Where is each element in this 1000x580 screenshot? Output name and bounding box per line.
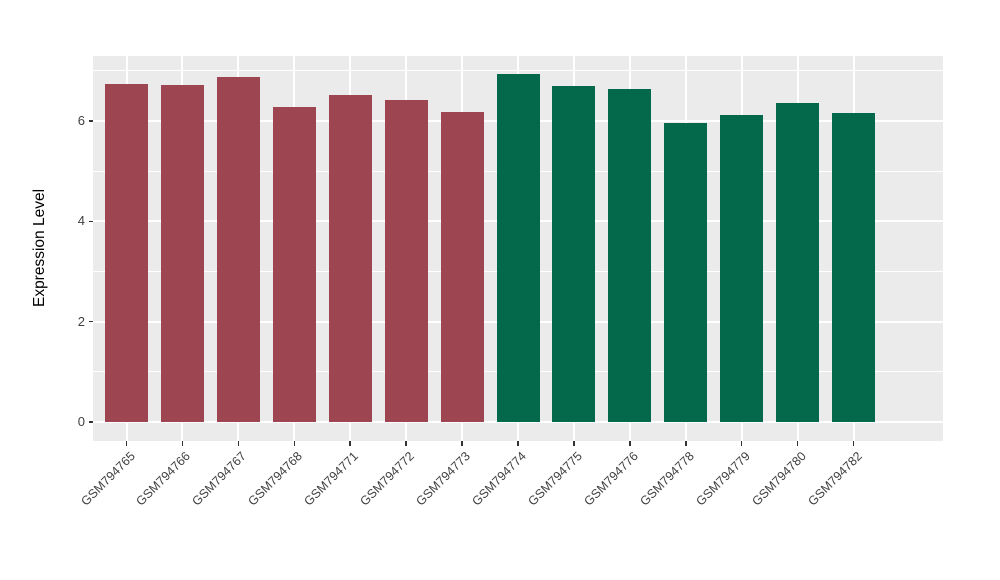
- y-tick-mark: [89, 320, 93, 323]
- x-tick-mark: [740, 441, 743, 446]
- x-tick-mark: [629, 441, 631, 446]
- bar-GSM794779: [720, 114, 764, 422]
- x-tick-label: GSM794774: [469, 449, 529, 509]
- y-tick-label: 4: [77, 213, 85, 229]
- x-tick-mark: [181, 441, 184, 446]
- x-tick-label: GSM794782: [804, 449, 865, 509]
- x-tick-label: GSM794776: [581, 449, 641, 509]
- x-tick-label: GSM794766: [133, 449, 194, 509]
- x-tick-label: GSM794767: [189, 449, 250, 509]
- bar-GSM794773: [440, 111, 484, 422]
- x-tick-mark: [237, 441, 240, 446]
- y-tick-label: 6: [77, 112, 85, 128]
- bar-GSM794768: [272, 106, 316, 422]
- x-tick-label: GSM794771: [301, 449, 362, 509]
- x-tick-mark: [517, 441, 519, 446]
- x-tick-mark: [573, 441, 575, 446]
- bar-GSM794765: [105, 83, 149, 422]
- x-tick-mark: [125, 441, 128, 446]
- x-tick-label: GSM794779: [693, 449, 753, 509]
- x-tick-label: GSM794768: [245, 449, 306, 509]
- bar-GSM794774: [496, 73, 540, 422]
- bar-GSM794775: [552, 85, 596, 422]
- x-tick-mark: [405, 441, 407, 446]
- y-axis-title: Expression Level: [31, 188, 48, 308]
- y-tick-mark: [89, 421, 93, 423]
- y-tick-label: 2: [77, 313, 85, 329]
- x-tick-mark: [796, 441, 799, 446]
- bar-GSM794766: [160, 85, 204, 422]
- bar-GSM794771: [328, 94, 372, 422]
- bar-GSM794772: [384, 99, 428, 422]
- x-tick-mark: [685, 441, 687, 446]
- bar-GSM794767: [216, 76, 260, 422]
- bar-GSM794782: [832, 113, 876, 422]
- x-tick-label: GSM794773: [413, 449, 473, 509]
- x-tick-mark: [852, 441, 855, 446]
- x-tick-label: GSM794778: [637, 449, 697, 509]
- x-tick-label: GSM794772: [357, 449, 418, 509]
- y-tick-mark: [89, 220, 93, 223]
- x-tick-mark: [293, 441, 296, 446]
- x-tick-label: GSM794780: [748, 449, 809, 509]
- x-tick-label: GSM794775: [525, 449, 585, 509]
- x-tick-mark: [461, 441, 463, 446]
- bar-GSM794778: [664, 123, 708, 422]
- x-tick-mark: [349, 441, 351, 446]
- y-tick-mark: [89, 120, 93, 122]
- y-tick-label: 0: [77, 414, 85, 429]
- bar-GSM794780: [776, 103, 820, 422]
- bar-GSM794776: [608, 89, 652, 422]
- plot-panel: [93, 56, 943, 441]
- x-tick-label: GSM794765: [77, 449, 138, 509]
